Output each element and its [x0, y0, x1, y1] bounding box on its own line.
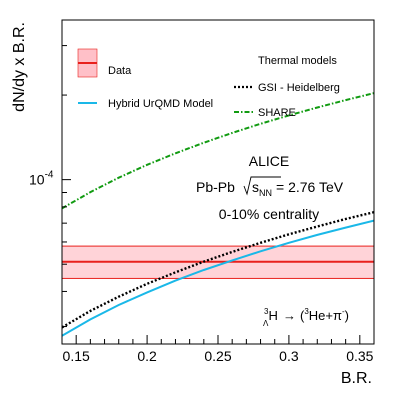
sqrt-symbol: [243, 176, 281, 196]
collision-system-label: Pb-Pb: [196, 179, 235, 195]
decay-he-mass: 3: [304, 307, 309, 316]
series-line-hybrid-urqmd-model: [62, 219, 374, 337]
legend-label-gsi: GSI - Heidelberg: [258, 82, 340, 94]
x-tick-label: 0.3: [279, 348, 299, 364]
energy-value: = 2.76 TeV: [276, 179, 344, 195]
decay-pi-charge: -: [342, 307, 345, 316]
decay-close-paren: ): [345, 308, 349, 323]
y-tick-base: 10: [29, 172, 45, 188]
annotations: ALICE Pb-Pb sNN = 2.76 TeV 0-10% centrali…: [196, 153, 349, 328]
legend-label-data: Data: [108, 65, 132, 77]
x-tick-label: 0.35: [346, 348, 373, 364]
decay-mass: 3: [264, 307, 269, 316]
x-axis: 0.15 0.2 0.25 0.3 0.35: [61, 335, 375, 364]
decay-products: → (3He+π-): [283, 307, 349, 323]
series-line-gsi-heidelberg: [62, 211, 374, 329]
x-tick-label: 0.15: [63, 348, 90, 364]
x-tick-label: 0.2: [137, 348, 157, 364]
decay-label: 3H: [264, 307, 278, 323]
legend: Data Hybrid UrQMD Model Thermal models G…: [77, 48, 340, 119]
energy-symbol: s: [252, 179, 259, 195]
legend-label-urqmd: Hybrid UrQMD Model: [108, 98, 213, 110]
experiment-label: ALICE: [249, 153, 289, 169]
energy-label: sNN = 2.76 TeV: [252, 179, 344, 198]
x-axis-title: B.R.: [341, 370, 372, 387]
y-tick-label: 10-4: [29, 170, 54, 188]
series-line-share: [62, 92, 374, 210]
decay-he: He+π: [309, 308, 342, 323]
centrality-label: 0-10% centrality: [219, 206, 319, 222]
system-text: Pb-Pb: [196, 179, 235, 195]
decay-arrow: →: [283, 308, 296, 323]
energy-subscript: NN: [259, 188, 272, 198]
y-axis: 10-4: [29, 45, 71, 328]
series-layer: [62, 92, 374, 337]
decay-open-paren: (: [300, 308, 305, 323]
decay-lambda: Λ: [263, 319, 269, 328]
legend-label-share: SHARE: [258, 107, 296, 119]
y-tick-exponent: -4: [45, 170, 54, 181]
y-axis-title: dN/dy x B.R.: [11, 22, 28, 112]
decay-particle: H: [268, 308, 277, 323]
x-tick-label: 0.25: [204, 348, 231, 364]
legend-group-title: Thermal models: [258, 55, 337, 67]
